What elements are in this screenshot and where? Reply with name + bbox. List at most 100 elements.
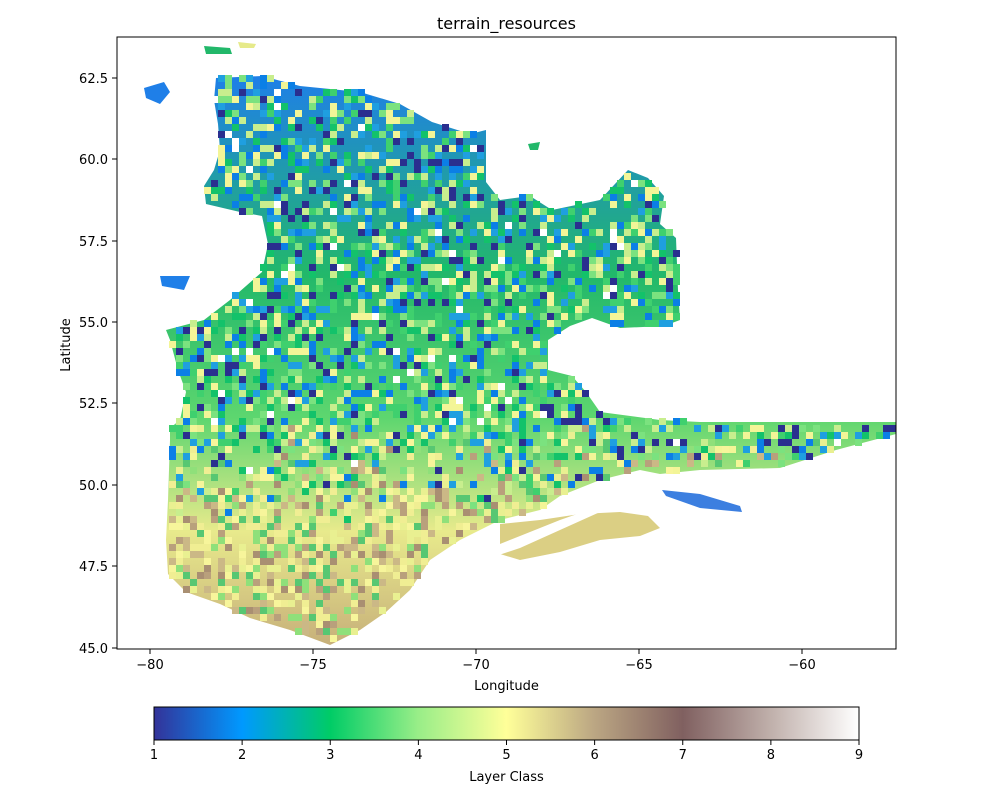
raster-cell bbox=[365, 579, 372, 586]
raster-cell bbox=[428, 152, 435, 159]
raster-cell bbox=[547, 250, 554, 257]
raster-cell bbox=[267, 607, 274, 614]
raster-cell bbox=[302, 306, 309, 313]
raster-cell bbox=[477, 355, 484, 362]
raster-cell bbox=[421, 488, 428, 495]
raster-cell bbox=[386, 292, 393, 299]
raster-cell bbox=[456, 159, 463, 166]
raster-cell bbox=[351, 355, 358, 362]
raster-cell bbox=[435, 453, 442, 460]
raster-cell bbox=[253, 376, 260, 383]
raster-cell bbox=[309, 432, 316, 439]
raster-cell bbox=[176, 474, 183, 481]
raster-cell bbox=[330, 411, 337, 418]
raster-cell bbox=[316, 159, 323, 166]
raster-cell bbox=[295, 110, 302, 117]
raster-cell bbox=[652, 194, 659, 201]
raster-cell bbox=[470, 404, 477, 411]
raster-cell bbox=[876, 432, 883, 439]
raster-cell bbox=[736, 425, 743, 432]
raster-cell bbox=[288, 180, 295, 187]
raster-cell bbox=[197, 572, 204, 579]
raster-cell bbox=[225, 131, 232, 138]
raster-cell bbox=[274, 334, 281, 341]
raster-cell bbox=[428, 502, 435, 509]
raster-cell bbox=[295, 502, 302, 509]
raster-cell bbox=[778, 425, 785, 432]
raster-cell bbox=[337, 432, 344, 439]
raster-cell bbox=[421, 432, 428, 439]
raster-cell bbox=[463, 173, 470, 180]
raster-cell bbox=[498, 285, 505, 292]
raster-cell bbox=[603, 243, 610, 250]
raster-cell bbox=[253, 152, 260, 159]
raster-cell bbox=[652, 460, 659, 467]
raster-cell bbox=[407, 208, 414, 215]
raster-cell bbox=[498, 271, 505, 278]
raster-cell bbox=[246, 474, 253, 481]
raster-cell bbox=[540, 362, 547, 369]
raster-cell bbox=[540, 453, 547, 460]
raster-cell bbox=[267, 257, 274, 264]
raster-cell bbox=[645, 229, 652, 236]
raster-cell bbox=[267, 425, 274, 432]
raster-cell bbox=[449, 313, 456, 320]
raster-cell bbox=[638, 194, 645, 201]
raster-cell bbox=[358, 362, 365, 369]
raster-cell bbox=[428, 425, 435, 432]
raster-cell bbox=[358, 292, 365, 299]
raster-cell bbox=[400, 117, 407, 124]
raster-cell bbox=[323, 467, 330, 474]
raster-cell bbox=[428, 166, 435, 173]
raster-cell bbox=[260, 110, 267, 117]
raster-cell bbox=[281, 208, 288, 215]
raster-cell bbox=[288, 460, 295, 467]
raster-cell bbox=[428, 460, 435, 467]
raster-cell bbox=[190, 411, 197, 418]
raster-cell bbox=[456, 334, 463, 341]
raster-cell bbox=[400, 292, 407, 299]
raster-cell bbox=[421, 551, 428, 558]
raster-cell bbox=[603, 439, 610, 446]
raster-cell bbox=[204, 495, 211, 502]
raster-cell bbox=[484, 229, 491, 236]
raster-cell bbox=[456, 320, 463, 327]
raster-cell bbox=[379, 495, 386, 502]
raster-cell bbox=[372, 516, 379, 523]
raster-cell bbox=[337, 362, 344, 369]
raster-cell bbox=[757, 425, 764, 432]
raster-cell bbox=[309, 544, 316, 551]
raster-cell bbox=[589, 229, 596, 236]
raster-cell bbox=[274, 145, 281, 152]
raster-cell bbox=[407, 390, 414, 397]
raster-cell bbox=[260, 425, 267, 432]
raster-cell bbox=[491, 516, 498, 523]
raster-cell bbox=[449, 131, 456, 138]
raster-cell bbox=[428, 299, 435, 306]
raster-cell bbox=[274, 229, 281, 236]
raster-cell bbox=[288, 341, 295, 348]
raster-cell bbox=[379, 257, 386, 264]
raster-cell bbox=[309, 264, 316, 271]
raster-cell bbox=[365, 117, 372, 124]
raster-cell bbox=[428, 348, 435, 355]
raster-cell bbox=[484, 271, 491, 278]
raster-cell bbox=[316, 96, 323, 103]
raster-cell bbox=[204, 411, 211, 418]
raster-cell bbox=[554, 306, 561, 313]
raster-cell bbox=[792, 425, 799, 432]
raster-cell bbox=[253, 306, 260, 313]
raster-cell bbox=[505, 299, 512, 306]
raster-cell bbox=[393, 222, 400, 229]
raster-cell bbox=[610, 243, 617, 250]
raster-cell bbox=[316, 383, 323, 390]
raster-cell bbox=[512, 411, 519, 418]
raster-cell bbox=[554, 271, 561, 278]
raster-cell bbox=[512, 418, 519, 425]
raster-cell bbox=[400, 285, 407, 292]
raster-cell bbox=[358, 355, 365, 362]
raster-cell bbox=[526, 348, 533, 355]
raster-cell bbox=[295, 229, 302, 236]
raster-cell bbox=[323, 628, 330, 635]
